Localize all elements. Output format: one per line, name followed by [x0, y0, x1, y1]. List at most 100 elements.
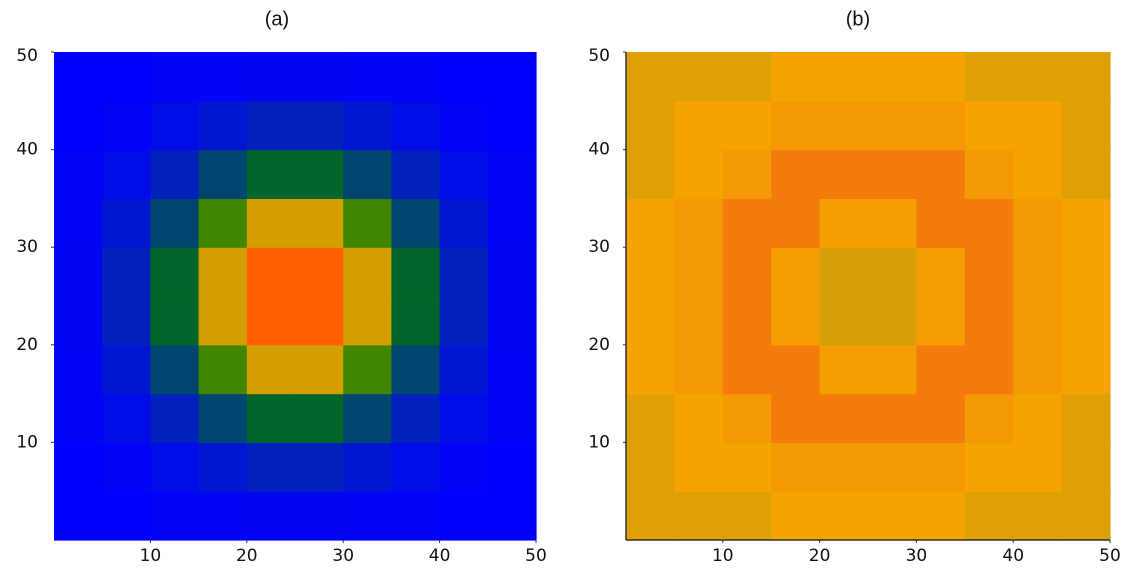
heatmap-cell	[391, 100, 441, 151]
y-tick-label: 20	[16, 335, 38, 355]
heatmap-cell	[819, 491, 869, 541]
heatmap-cell	[771, 149, 821, 199]
x-tick-label: 40	[1002, 546, 1024, 566]
heatmap-cell	[487, 100, 537, 151]
heatmap-cell	[674, 198, 724, 248]
heatmap-cell	[439, 442, 489, 492]
heatmap-cell	[1013, 442, 1063, 492]
heatmap-cell	[868, 100, 917, 151]
heatmap-cell	[916, 491, 966, 541]
heatmap-cell	[295, 100, 344, 151]
heatmap-cell	[487, 198, 537, 248]
heatmap-cell	[439, 100, 489, 151]
heatmap-cell	[246, 149, 296, 199]
heatmap-cell	[198, 442, 248, 492]
heatmap-cell	[102, 442, 151, 492]
heatmap-cell	[246, 344, 296, 395]
heatmap-cell	[343, 491, 392, 541]
heatmap-cell	[54, 247, 103, 297]
heatmap-cell	[674, 247, 724, 297]
x-tick-label: 10	[140, 546, 162, 566]
heatmap-cell	[54, 52, 103, 102]
heatmap-cell	[1013, 393, 1063, 443]
heatmap-cell	[964, 100, 1014, 151]
heatmap-cell	[439, 149, 489, 199]
heatmap-cell	[391, 247, 441, 297]
heatmap-cell	[964, 52, 1014, 102]
heatmap-cell	[1061, 198, 1111, 248]
heatmap-cell	[54, 344, 103, 395]
heatmap-cell	[198, 52, 248, 102]
heatmap-cell	[964, 198, 1014, 248]
heatmap-cell	[343, 198, 392, 248]
heatmap-cell	[439, 491, 489, 541]
heatmap-cell	[343, 100, 392, 151]
heatmap-cell	[722, 149, 772, 199]
heatmap-cell	[916, 296, 966, 346]
heatmap-cell	[916, 149, 966, 199]
heatmap-cell	[771, 52, 821, 102]
heatmap-cell	[198, 393, 248, 443]
heatmap-cell	[626, 344, 675, 395]
heatmap-cell	[819, 442, 869, 492]
x-tick-label: 50	[1099, 546, 1121, 566]
heatmap-cell	[868, 247, 917, 297]
heatmap-cell	[439, 198, 489, 248]
heatmap-cell	[198, 198, 248, 248]
heatmap-cell	[626, 393, 675, 443]
heatmap-cell	[1061, 100, 1111, 151]
heatmap-cell	[198, 296, 248, 346]
heatmap-cell	[964, 491, 1014, 541]
heatmap-cell	[1061, 247, 1111, 297]
y-tick-label: 40	[588, 140, 610, 160]
heatmap-cell	[964, 344, 1014, 395]
heatmap-cell	[868, 296, 917, 346]
heatmap-cell	[819, 149, 869, 199]
heatmap-cell	[819, 393, 869, 443]
x-tick-label: 40	[429, 546, 451, 566]
heatmap-cell	[198, 100, 248, 151]
heatmap-cell	[1061, 52, 1111, 102]
heatmap-cell	[487, 149, 537, 199]
heatmap-cell	[295, 491, 344, 541]
heatmap-cell	[54, 491, 103, 541]
heatmap-cell	[819, 344, 869, 395]
heatmap-cell	[674, 344, 724, 395]
heatmap-cell	[102, 100, 151, 151]
heatmap-cell	[868, 442, 917, 492]
heatmap-cell	[868, 491, 917, 541]
heatmap-cell	[722, 247, 772, 297]
heatmap-cell	[1061, 344, 1111, 395]
heatmap-cell	[295, 344, 344, 395]
heatmap-cell	[1013, 149, 1063, 199]
heatmap-cell	[102, 344, 151, 395]
heatmap-cell	[102, 491, 151, 541]
y-tick-label: 10	[588, 432, 610, 452]
heatmap-cell	[246, 52, 296, 102]
heatmap-cell	[439, 344, 489, 395]
heatmap-cell	[868, 198, 917, 248]
heatmap-cell	[391, 296, 441, 346]
heatmap-cell	[916, 442, 966, 492]
heatmap-cell	[674, 491, 724, 541]
heatmap-cell	[54, 393, 103, 443]
heatmap-cell	[771, 442, 821, 492]
heatmap-cell	[102, 247, 151, 297]
heatmap-cell	[674, 442, 724, 492]
heatmap-cell	[487, 393, 537, 443]
heatmap-cell	[626, 296, 675, 346]
heatmap-cell	[1013, 344, 1063, 395]
heatmap-cell	[102, 296, 151, 346]
heatmap-cell	[626, 52, 675, 102]
heatmap-cell	[1013, 100, 1063, 151]
heatmap-cell	[916, 344, 966, 395]
heatmap-cell	[771, 393, 821, 443]
heatmap-cell	[722, 344, 772, 395]
heatmap-cell	[819, 296, 869, 346]
heatmap-cell	[295, 52, 344, 102]
heatmap-cell	[626, 149, 675, 199]
heatmap-cell	[54, 149, 103, 199]
y-tick-label: 50	[16, 46, 38, 66]
heatmap-cell	[246, 393, 296, 443]
